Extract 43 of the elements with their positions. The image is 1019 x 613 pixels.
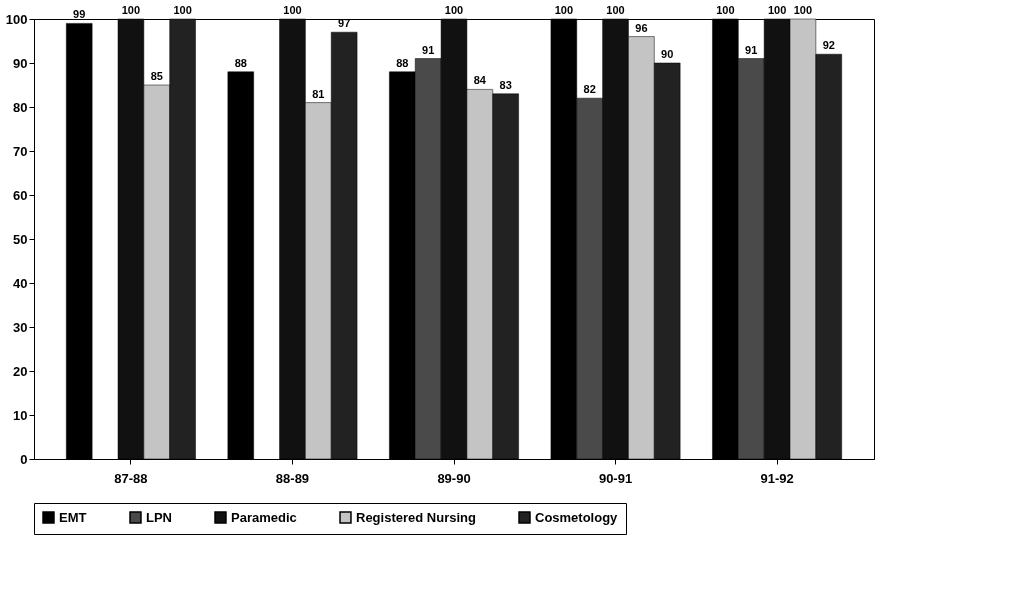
y-tick-label: 60 [13,187,28,203]
y-tick-label: 0 [20,451,28,467]
data-label: 99 [73,8,86,21]
data-label: 88 [396,56,409,69]
x-tick-label: 89-90 [437,470,471,486]
data-label: 85 [150,70,163,82]
legend-label: Registered Nursing [356,509,476,525]
legend-label: Paramedic [231,509,297,525]
data-label: 81 [312,87,325,100]
data-label: 83 [499,78,512,91]
data-label: 96 [635,21,648,34]
y-tick-label: 40 [13,275,28,291]
data-label: 100 [173,4,192,16]
data-label: 100 [767,4,787,16]
data-label: 91 [422,43,435,56]
x-tick-label: 87-88 [114,470,148,486]
y-tick-label: 10 [13,407,28,423]
data-label: 82 [583,83,596,96]
data-label: 90 [661,48,674,60]
legend-label: EMT [59,509,87,525]
y-tick-label: 100 [5,11,28,27]
data-label: 100 [283,4,302,16]
data-label: 100 [793,4,813,16]
data-label: 100 [606,4,625,16]
data-label: 100 [121,4,141,16]
y-tick-label: 30 [13,319,28,335]
y-tick-label: 80 [13,99,28,115]
legend-label: LPN [146,509,172,525]
y-tick-label: 70 [13,143,28,159]
data-label: 91 [745,43,758,56]
data-label: 92 [822,39,835,52]
y-tick-label: 50 [13,231,28,247]
y-tick-label: 90 [13,55,28,71]
x-tick-label: 88-89 [275,470,310,486]
data-label: 100 [444,4,464,16]
data-label: 100 [716,4,735,16]
data-label: 88 [234,56,247,69]
data-label: 100 [554,4,574,16]
x-tick-label: 91-92 [760,470,794,486]
data-label: 84 [473,74,487,87]
y-tick-label: 20 [13,363,28,379]
legend-label: Cosmetology [535,509,619,525]
x-tick-label: 90-91 [598,470,633,486]
